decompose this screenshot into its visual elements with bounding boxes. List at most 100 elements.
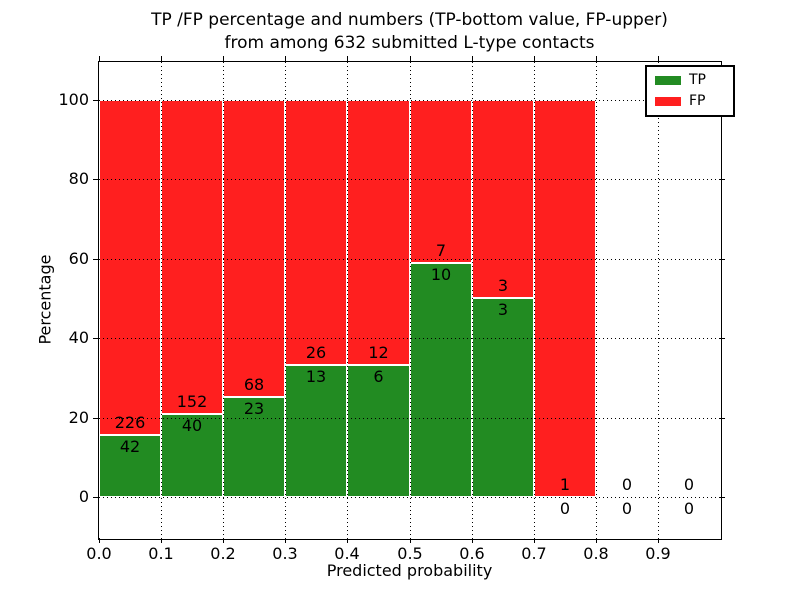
x-tick-mark-bottom (410, 538, 411, 543)
x-tick-mark-bottom (596, 538, 597, 543)
x-tick-label: 0.4 (334, 544, 360, 563)
bar-segment-fp (223, 99, 285, 397)
gridline-vertical (596, 62, 597, 538)
y-tick-mark-right (720, 179, 725, 180)
x-tick-label: 0.0 (86, 544, 112, 563)
legend-label-tp: TP (689, 72, 706, 88)
bar-segment-fp (472, 99, 534, 299)
legend-swatch-tp (655, 75, 681, 85)
bar-fp-count: 0 (621, 475, 633, 494)
gridline-vertical (347, 62, 348, 538)
bar-fp-count: 152 (176, 392, 208, 412)
gridline-vertical (285, 62, 286, 538)
gridline-horizontal (99, 179, 720, 180)
y-tick-mark-left (93, 417, 98, 419)
bar-fp-count: 26 (305, 342, 327, 362)
y-tick-mark-left (93, 497, 98, 498)
legend-swatch-fp (655, 96, 681, 106)
x-tick-mark-top (161, 56, 162, 61)
chart-title-line1: TP /FP percentage and numbers (TP-bottom… (151, 10, 668, 30)
bar-segment-tp (223, 396, 285, 497)
x-tick-mark-bottom (285, 538, 286, 543)
x-tick-mark-top (410, 56, 411, 61)
bar-tp-count: 0 (683, 499, 695, 518)
x-tick-mark-top (223, 56, 224, 61)
bar-tp-count: 6 (373, 366, 384, 386)
bar-tp-count: 0 (621, 499, 633, 518)
bar-fp-count: 3 (497, 276, 509, 296)
bar-segment-tp (410, 263, 472, 497)
bar-tp-count: 10 (430, 265, 452, 285)
bar-segment-fp (410, 99, 472, 264)
chart-title-line2: from among 632 submitted L-type contacts (224, 33, 595, 53)
gridline-horizontal (99, 258, 720, 260)
gridline-vertical (472, 62, 473, 538)
x-tick-mark-top (596, 56, 597, 61)
bar-segment-fp (534, 99, 596, 497)
bar-fp-count: 12 (368, 342, 389, 362)
y-tick-label: 0 (78, 487, 89, 506)
gridline-horizontal (99, 417, 720, 419)
bar-segment-tp (472, 298, 534, 497)
bar-segment-fp (99, 99, 161, 435)
chart-title: TP /FP percentage and numbers (TP-bottom… (99, 9, 720, 55)
y-tick-mark-right (720, 497, 725, 498)
x-tick-mark-bottom (161, 538, 162, 543)
x-tick-mark-bottom (99, 538, 100, 543)
bar-fp-count: 68 (243, 374, 265, 394)
bar-fp-count: 1 (559, 475, 571, 494)
gridline-vertical (161, 62, 162, 538)
x-tick-mark-top (534, 56, 535, 61)
y-tick-mark-right (720, 417, 725, 419)
y-tick-mark-left (93, 258, 98, 260)
x-tick-label: 0.1 (148, 544, 174, 563)
x-tick-mark-bottom (223, 538, 224, 543)
bar-fp-count: 7 (435, 241, 447, 261)
x-tick-mark-top (347, 56, 348, 61)
bar-tp-count: 23 (243, 398, 265, 418)
legend: TP FP (645, 65, 735, 117)
x-tick-label: 0.5 (397, 544, 423, 563)
legend-entry-tp: TP (655, 73, 725, 87)
gridline-horizontal (99, 497, 720, 498)
x-tick-label: 0.3 (272, 544, 298, 563)
y-tick-label: 60 (68, 248, 89, 268)
y-tick-mark-left (93, 99, 98, 101)
x-tick-mark-bottom (347, 538, 348, 543)
bar-segment-tp (285, 364, 347, 497)
gridline-vertical (534, 62, 535, 538)
y-tick-mark-right (720, 338, 725, 339)
x-tick-mark-bottom (534, 538, 535, 543)
bar-segment-fp (285, 99, 347, 365)
gridline-horizontal (99, 99, 720, 101)
y-tick-mark-right (720, 258, 725, 260)
y-tick-label: 40 (68, 328, 89, 347)
bar-tp-count: 0 (559, 499, 571, 518)
y-tick-label: 100 (58, 89, 89, 109)
y-tick-mark-left (93, 338, 98, 339)
gridline-horizontal (99, 338, 720, 339)
legend-entry-fp: FP (655, 94, 725, 108)
y-tick-mark-left (93, 179, 98, 180)
gridline-vertical (223, 62, 224, 538)
bar-fp-count: 0 (683, 475, 695, 494)
x-tick-label: 0.7 (521, 544, 547, 563)
x-tick-label: 0.8 (583, 544, 609, 563)
bar-tp-count: 3 (497, 300, 509, 320)
gridline-vertical (410, 62, 411, 538)
bar-segment-tp (99, 434, 161, 497)
x-tick-label: 0.9 (645, 544, 671, 563)
bar-tp-count: 40 (181, 416, 203, 436)
x-tick-mark-top (658, 56, 659, 61)
x-tick-mark-bottom (472, 538, 473, 543)
x-axis-label: Predicted probability (326, 561, 493, 580)
bar-segment-fp (161, 99, 223, 415)
bar-tp-count: 42 (119, 436, 141, 456)
x-tick-mark-bottom (658, 538, 659, 543)
x-tick-mark-top (472, 56, 473, 61)
gridline-vertical (658, 62, 659, 538)
y-tick-label: 20 (68, 407, 89, 427)
x-tick-mark-top (99, 56, 100, 61)
bar-tp-count: 13 (305, 366, 327, 386)
